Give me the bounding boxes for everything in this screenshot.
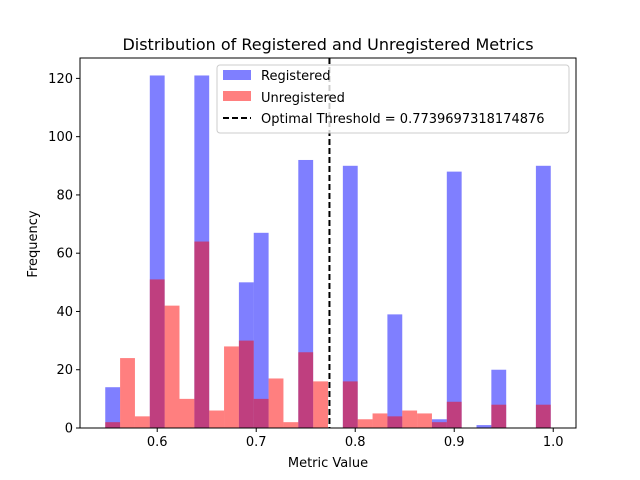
y-tick-label: 0 [65,422,73,437]
unregistered-bar [224,346,239,428]
y-tick-label: 60 [56,247,73,262]
x-tick-label: 0.7 [246,435,267,450]
y-axis-label: Frequency [26,210,41,277]
unregistered-bar [357,419,373,428]
x-tick-label: 0.8 [345,435,366,450]
legend-label-registered: Registered [261,69,331,84]
unregistered-bar [149,279,165,428]
registered-bar [253,232,269,428]
registered-bar [105,387,121,428]
unregistered-bar [105,422,121,428]
unregistered-bar [313,381,328,428]
y-tick-label: 20 [56,363,73,378]
x-tick-label: 0.9 [444,435,465,450]
unregistered-bar [535,404,551,428]
unregistered-bar [134,416,150,428]
unregistered-bar [164,305,180,428]
registered-bar [387,314,403,428]
unregistered-bar [179,398,195,428]
plot-frame [79,57,577,429]
y-tick-label: 80 [56,188,73,203]
unregistered-bar [372,413,388,428]
legend-label-threshold: Optimal Threshold = 0.7739697318174876 [261,112,545,127]
unregistered-bar [268,378,284,428]
legend: Registered Unregistered Optimal Threshol… [216,64,570,134]
y-tick-label: 120 [48,72,73,87]
y-tick-label: 100 [48,130,73,145]
legend-label-unregistered: Unregistered [261,91,345,106]
unregistered-bar [417,413,432,428]
unregistered-bar [298,352,314,428]
legend-swatch-unregistered [223,91,251,101]
registered-bar [446,171,462,428]
unregistered-bar [402,410,418,428]
unregistered-bar [194,241,210,428]
unregistered-bars [105,241,551,428]
unregistered-bar [431,422,447,428]
unregistered-bar [253,398,269,428]
unregistered-bar [446,401,462,428]
x-axis-ticks: 0.6 0.7 0.8 0.9 1.0 [147,428,564,450]
unregistered-bar [209,410,225,428]
unregistered-bar [283,422,299,428]
registered-bar [476,425,492,428]
unregistered-bar [387,416,403,428]
x-tick-label: 1.0 [543,435,564,450]
x-axis-label: Metric Value [288,456,368,471]
unregistered-bar [491,404,507,428]
legend-box [216,64,570,134]
unregistered-bar [342,381,358,428]
chart-title: Distribution of Registered and Unregiste… [122,35,533,54]
unregistered-bar [120,358,135,428]
registered-bar [535,165,551,428]
y-axis-ticks: 0 20 40 60 80 100 120 [48,72,80,437]
unregistered-bar [238,340,254,428]
x-tick-label: 0.6 [147,435,168,450]
y-tick-label: 40 [56,305,73,320]
legend-swatch-registered [223,70,251,80]
registered-bar [342,165,358,428]
